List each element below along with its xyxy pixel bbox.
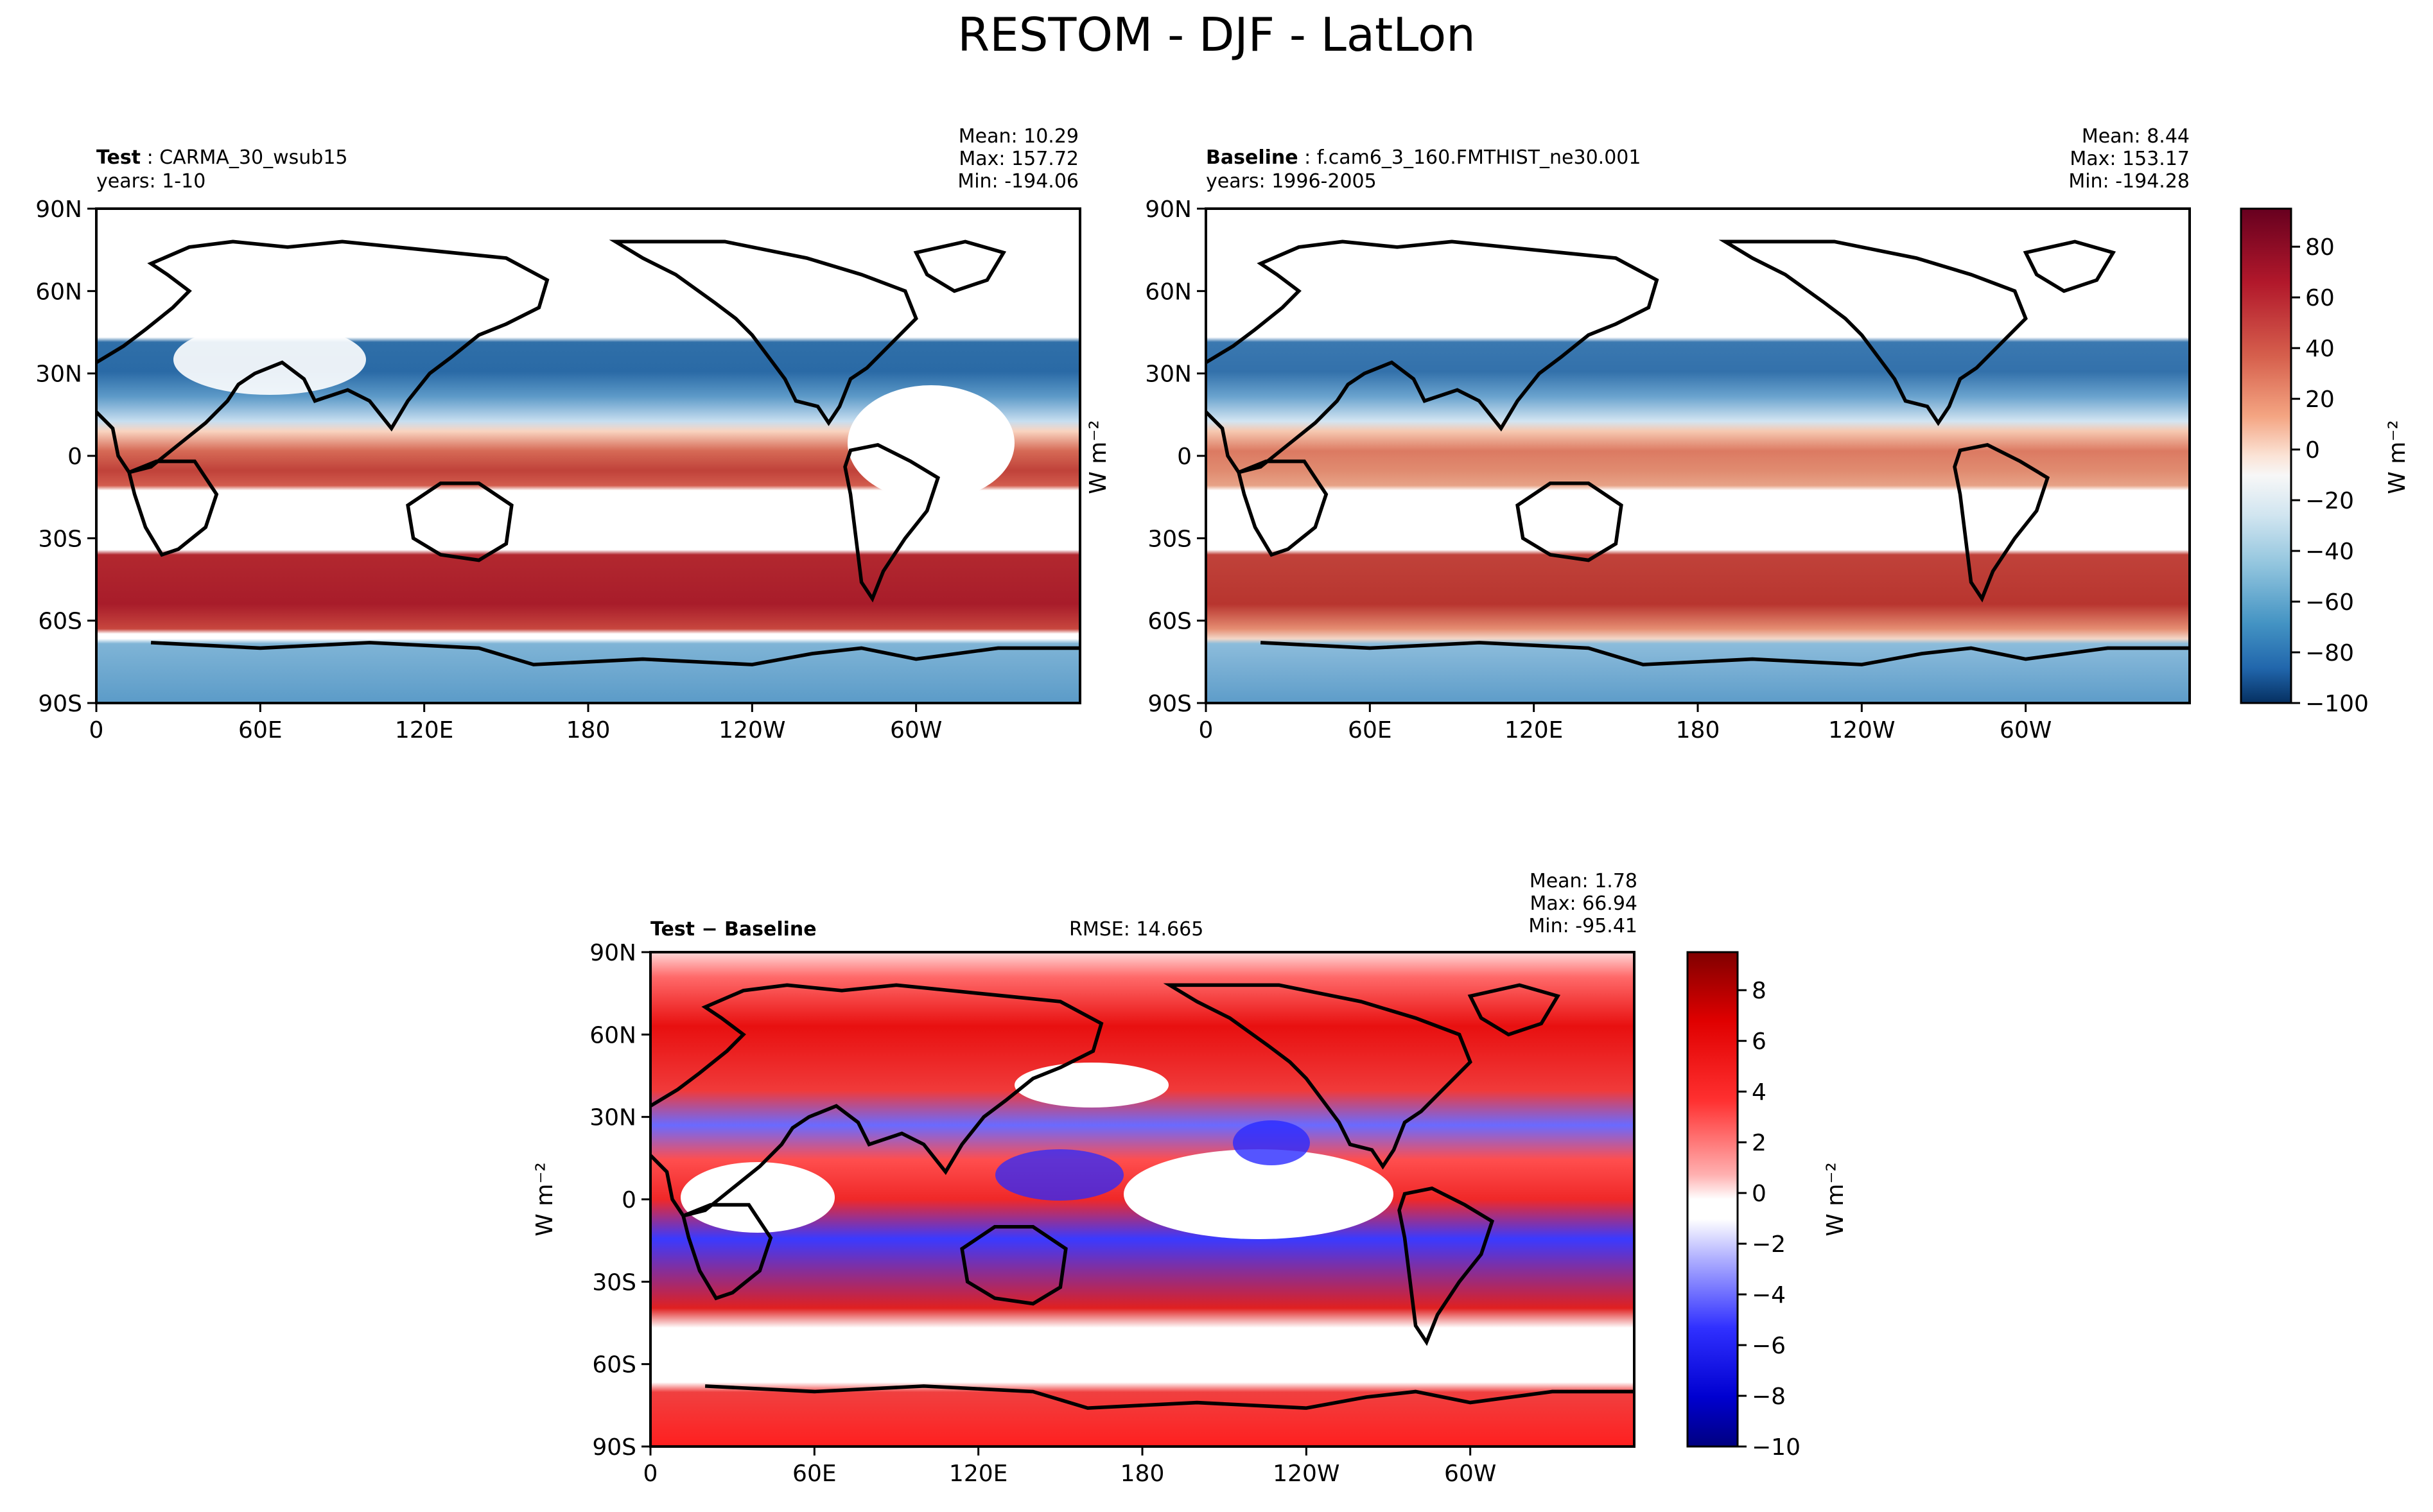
baseline-ytick-label: 60N: [1145, 279, 1192, 305]
diff-ytick-label: 0: [622, 1187, 636, 1213]
figure-title: RESTOM - DJF - LatLon: [957, 8, 1476, 62]
diff-blue-anomaly: [995, 1149, 1124, 1201]
colorbar-diff-tick-label: −2: [1752, 1231, 1786, 1258]
test-xtick-label: 180: [566, 717, 611, 743]
test-xtick-label: 0: [89, 717, 104, 743]
diff-rmse: RMSE: 14.665: [1069, 918, 1204, 941]
test-xtick-label: 60W: [890, 717, 942, 743]
baseline-ytick-label: 60S: [1147, 609, 1192, 635]
test-ytick-label: 30N: [35, 361, 82, 388]
colorbar-diff-tick-label: 0: [1752, 1181, 1766, 1207]
test-axes: 0 60E 120E 180 120W 60W 90N 60N 30N 0 30S 60S 90S: [35, 196, 942, 743]
baseline-label: Baseline : f.cam6_3_160.FMTHIST_ne30.001: [1206, 146, 1641, 169]
test-ytick-label: 90N: [35, 196, 82, 223]
test-ytick-label: 90S: [38, 691, 82, 717]
diff-ytick-label: 30N: [589, 1105, 636, 1131]
diff-ytick-label: 30S: [592, 1269, 636, 1296]
colorbar-top-label: W m⁻²: [2384, 420, 2411, 494]
diff-map-panel: 0 60E 120E 180 120W 60W 90N 60N 30N 0 30S 60S 90S: [589, 940, 1635, 1487]
baseline-max: Max: 153.17: [2070, 148, 2190, 170]
test-ytick-label: 60N: [35, 279, 82, 305]
test-ytick-label: 0: [67, 444, 82, 470]
baseline-xtick-label: 60W: [2000, 717, 2052, 743]
colorbar-top-tick-label: −40: [2305, 539, 2354, 565]
colorbar-top: [2240, 207, 2292, 704]
diff-label: Test − Baseline: [650, 918, 817, 941]
colorbar-diff-tick-label: 4: [1752, 1079, 1766, 1106]
diff-pacific-gap: [1124, 1149, 1393, 1239]
test-cold-tongue: [173, 324, 366, 395]
diff-min: Min: -95.41: [1528, 915, 1637, 937]
colorbar-top-tick-label: 20: [2305, 387, 2335, 413]
baseline-xtick-label: 60E: [1348, 717, 1392, 743]
test-map-panel: 0 60E 120E 180 120W 60W 90N 60N 30N 0 30S 60S 90S: [35, 196, 1081, 743]
colorbar-top-tick-label: −100: [2305, 691, 2369, 717]
baseline-mean: Mean: 8.44: [2081, 125, 2190, 148]
diff-xtick-label: 120W: [1273, 1461, 1339, 1487]
baseline-map-panel: 0 60E 120E 180 120W 60W 90N 60N 30N 0 30S 60S 90S: [1145, 196, 2191, 743]
baseline-ytick-label: 30S: [1147, 526, 1192, 552]
colorbar-diff: [1686, 951, 1739, 1448]
test-ytick-label: 30S: [38, 526, 82, 552]
diff-north-pacific-gap: [1015, 1063, 1169, 1108]
test-years: years: 1-10: [96, 170, 206, 193]
colorbar-diff-tick-label: 6: [1752, 1029, 1766, 1055]
colorbar-top-tick-label: 0: [2305, 437, 2320, 464]
baseline-ytick-label: 90N: [1145, 196, 1192, 223]
baseline-min: Min: -194.28: [2068, 170, 2190, 193]
diff-xtick-label: 60E: [792, 1461, 837, 1487]
baseline-xtick-label: 0: [1199, 717, 1214, 743]
colorbar-top-tick-label: −80: [2305, 640, 2354, 666]
colorbar-top-tick-label: −60: [2305, 589, 2354, 616]
baseline-xtick-label: 180: [1676, 717, 1720, 743]
baseline-ytick-label: 90S: [1147, 691, 1192, 717]
colorbar-diff-label: W m⁻²: [1822, 1162, 1849, 1237]
colorbar-diff-tick-label: −4: [1752, 1282, 1786, 1308]
test-south-atlantic-gap: [848, 385, 1015, 501]
diff-max: Max: 66.94: [1530, 892, 1637, 915]
diff-ylabel: W m⁻²: [532, 1162, 558, 1237]
baseline-ytick-label: 0: [1177, 444, 1192, 470]
diff-xtick-label: 120E: [949, 1461, 1007, 1487]
test-min: Min: -194.06: [957, 170, 1079, 193]
test-xtick-label: 120E: [395, 717, 453, 743]
colorbar-diff-tick-label: 8: [1752, 978, 1766, 1004]
baseline-axes: 0 60E 120E 180 120W 60W 90N 60N 30N 0 30S 60S 90S: [1145, 196, 2052, 743]
baseline-field: [1206, 209, 2190, 703]
colorbar-top-ticks: 80 60 40 20 0 −20 −40 −60 −80 −100: [2291, 234, 2369, 717]
colorbar-diff-tick-label: −10: [1752, 1434, 1801, 1461]
test-ytick-label: 60S: [38, 609, 82, 635]
test-mean: Mean: 10.29: [958, 125, 1079, 148]
test-label: Test : CARMA_30_wsub15: [96, 146, 348, 169]
test-max: Max: 157.72: [959, 148, 1079, 170]
baseline-xtick-label: 120W: [1828, 717, 1895, 743]
diff-ytick-label: 90S: [592, 1434, 636, 1461]
diff-xtick-label: 180: [1121, 1461, 1165, 1487]
diff-ytick-label: 60S: [592, 1352, 636, 1378]
diff-ytick-label: 90N: [589, 940, 636, 966]
diff-xtick-label: 60W: [1444, 1461, 1496, 1487]
colorbar-top-tick-label: 60: [2305, 285, 2335, 311]
baseline-years: years: 1996-2005: [1206, 170, 1377, 193]
colorbar-top-tick-label: −20: [2305, 488, 2354, 514]
diff-ytick-label: 60N: [589, 1022, 636, 1048]
baseline-xtick-label: 120E: [1504, 717, 1563, 743]
colorbar-diff-tick-label: −6: [1752, 1333, 1786, 1359]
diff-xtick-label: 0: [643, 1461, 658, 1487]
diff-mean: Mean: 1.78: [1529, 870, 1637, 892]
colorbar-top-tick-label: 40: [2305, 336, 2335, 362]
baseline-ytick-label: 30N: [1145, 361, 1192, 388]
colorbar-diff-tick-label: −8: [1752, 1384, 1786, 1410]
diff-indian-ocean-gap: [681, 1162, 835, 1233]
test-xtick-label: 120W: [719, 717, 785, 743]
test-ylabel: W m⁻²: [1085, 420, 1112, 494]
colorbar-top-tick-label: 80: [2305, 234, 2335, 261]
colorbar-diff-ticks: 8 6 4 2 0 −2 −4 −6 −8 −10: [1738, 978, 1801, 1461]
test-xtick-label: 60E: [238, 717, 283, 743]
colorbar-diff-tick-label: 2: [1752, 1130, 1766, 1156]
diff-axes: 0 60E 120E 180 120W 60W 90N 60N 30N 0 30S 60S 90S: [589, 940, 1496, 1487]
diff-blue-anomaly-2: [1233, 1120, 1310, 1165]
